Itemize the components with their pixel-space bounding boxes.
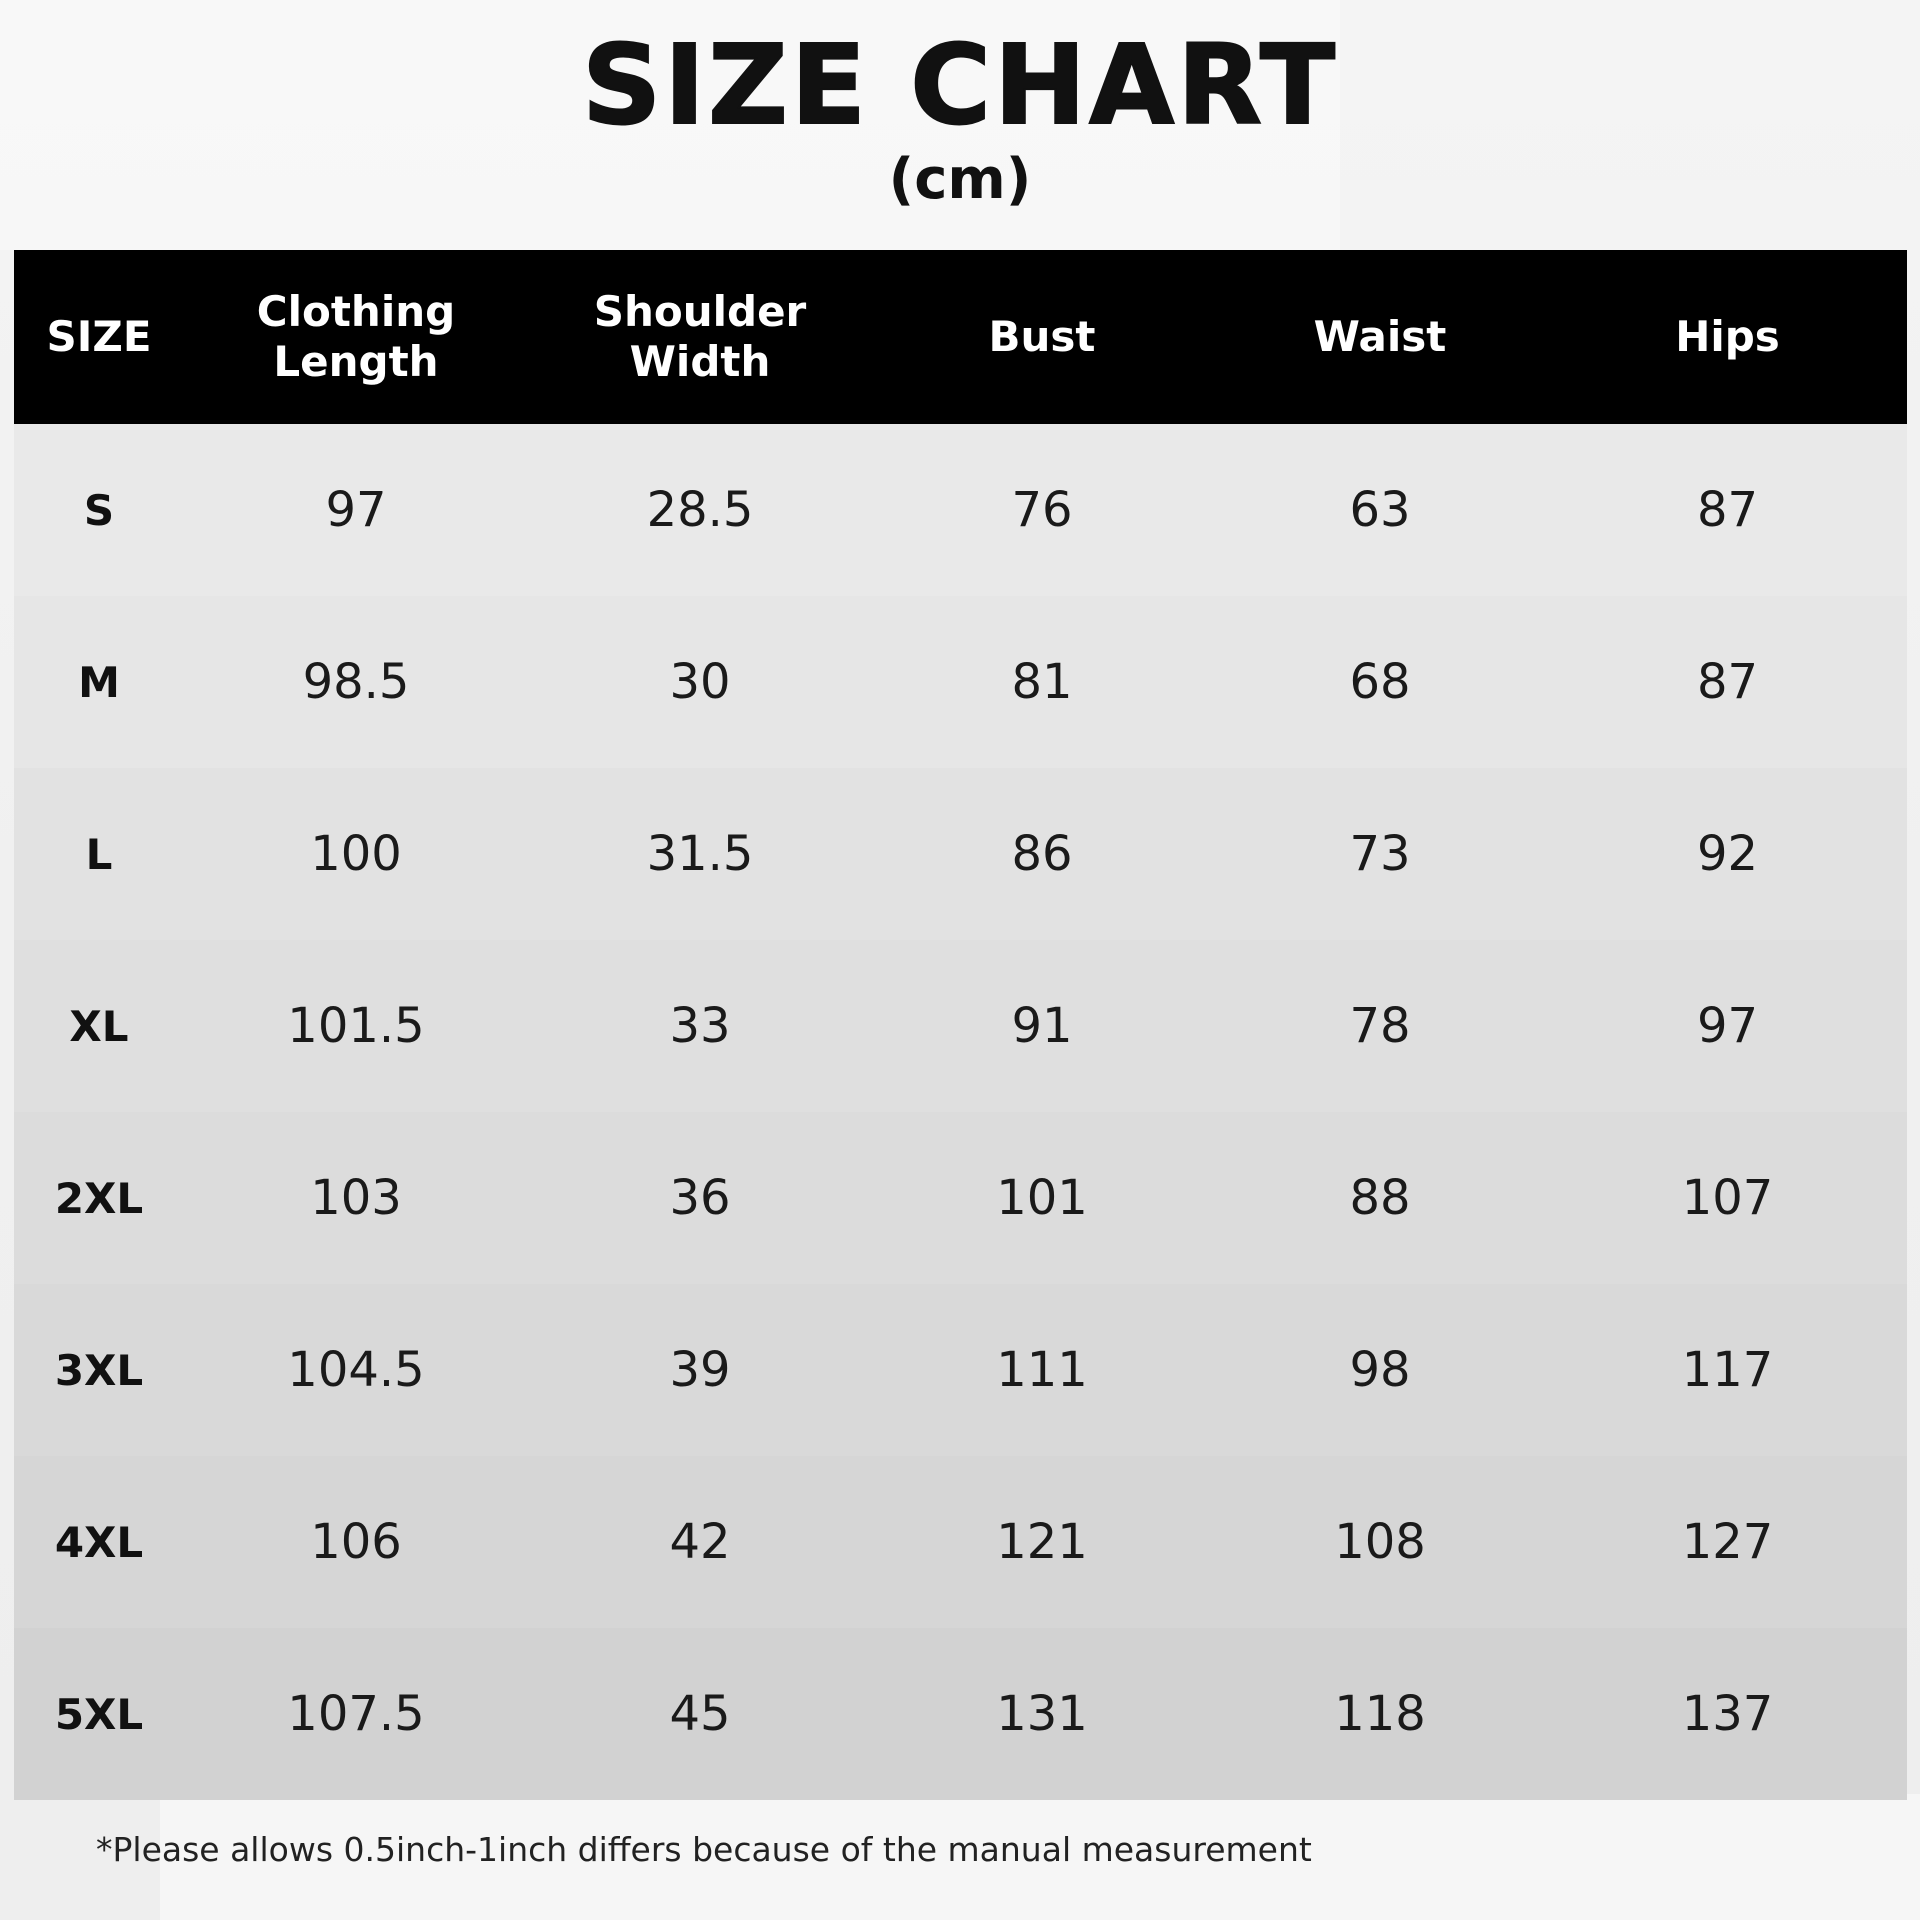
measurement-cell: 68 [1349,654,1411,710]
measurement-cell: 97 [325,482,387,538]
measurement-cell: 91 [1011,998,1073,1054]
measurement-cell: 81 [1011,654,1073,710]
column-header: Waist [1313,312,1447,361]
measurement-cell: 117 [1681,1342,1774,1398]
page-title: SIZE CHART [581,20,1339,150]
size-label-cell: 4XL [54,1517,144,1567]
measurement-note: *Please allows 0.5inch-1inch differs bec… [96,1830,1312,1869]
measurement-cell: 111 [996,1342,1088,1398]
measurement-cell: 107 [1681,1170,1774,1226]
measurement-cell: 100 [310,826,402,882]
size-label-cell: 2XL [54,1173,144,1223]
table-row: XL 101.5 33 91 78 97 [14,940,1907,1112]
measurement-cell: 33 [669,998,731,1054]
size-label-cell: 5XL [54,1689,144,1739]
measurement-cell: 92 [1696,826,1759,882]
measurement-cell: 88 [1349,1170,1411,1226]
measurement-cell: 73 [1349,826,1411,882]
measurement-cell: 101.5 [287,998,425,1054]
column-header: Bust [988,312,1096,361]
table-row: L 100 31.5 86 73 92 [14,768,1907,940]
column-header: Hips [1675,312,1780,361]
measurement-cell: 104.5 [287,1342,425,1398]
size-label-cell: 3XL [54,1345,144,1395]
measurement-cell: 78 [1349,998,1411,1054]
size-label-cell: S [83,485,115,535]
measurement-cell: 101 [996,1170,1088,1226]
size-chart-table: SIZE Clothing Length Shoulder Width Bust Wai… [14,250,1907,1800]
measurement-cell: 108 [1334,1514,1426,1570]
measurement-cell: 121 [996,1514,1088,1570]
size-label-cell: M [78,657,120,707]
table-row: 3XL 104.5 39 111 98 117 [14,1284,1907,1456]
table-row: 2XL 103 36 101 88 107 [14,1112,1907,1284]
measurement-cell: 98.5 [302,654,410,710]
table-header-row: SIZE Clothing Length Shoulder Width Bust Wai… [14,250,1907,424]
table-row: 4XL 106 42 121 108 127 [14,1456,1907,1628]
measurement-cell: 103 [310,1170,402,1226]
table-body: S 97 28.5 76 63 87 M 98.5 30 81 68 87 L 100 31.5 86 73 92… [14,424,1907,1800]
measurement-cell: 63 [1349,482,1411,538]
measurement-cell: 97 [1696,998,1759,1054]
background-panel [0,0,1340,250]
measurement-cell: 30 [669,654,731,710]
size-label-cell: L [85,829,113,879]
measurement-cell: 86 [1011,826,1073,882]
measurement-cell: 45 [669,1686,731,1742]
column-header: Shoulder Width [593,287,807,386]
measurement-cell: 87 [1696,654,1759,710]
measurement-cell: 131 [996,1686,1088,1742]
measurement-cell: 28.5 [646,482,754,538]
measurement-cell: 31.5 [646,826,754,882]
measurement-cell: 137 [1681,1686,1774,1742]
size-label-cell: XL [69,1001,129,1051]
measurement-cell: 107.5 [287,1686,425,1742]
measurement-cell: 42 [669,1514,731,1570]
table-row: S 97 28.5 76 63 87 [14,424,1907,596]
measurement-cell: 127 [1681,1514,1774,1570]
unit-label: (cm) [888,147,1032,212]
background-bottom-panel [160,1794,1920,1920]
measurement-cell: 36 [669,1170,731,1226]
measurement-cell: 39 [669,1342,731,1398]
table-row: 5XL 107.5 45 131 118 137 [14,1628,1907,1800]
measurement-cell: 87 [1696,482,1759,538]
measurement-cell: 118 [1334,1686,1426,1742]
table-row: M 98.5 30 81 68 87 [14,596,1907,768]
measurement-cell: 76 [1011,482,1073,538]
column-header: Clothing Length [256,287,456,386]
column-header: SIZE [46,312,152,361]
measurement-cell: 106 [310,1514,402,1570]
measurement-cell: 98 [1349,1342,1411,1398]
